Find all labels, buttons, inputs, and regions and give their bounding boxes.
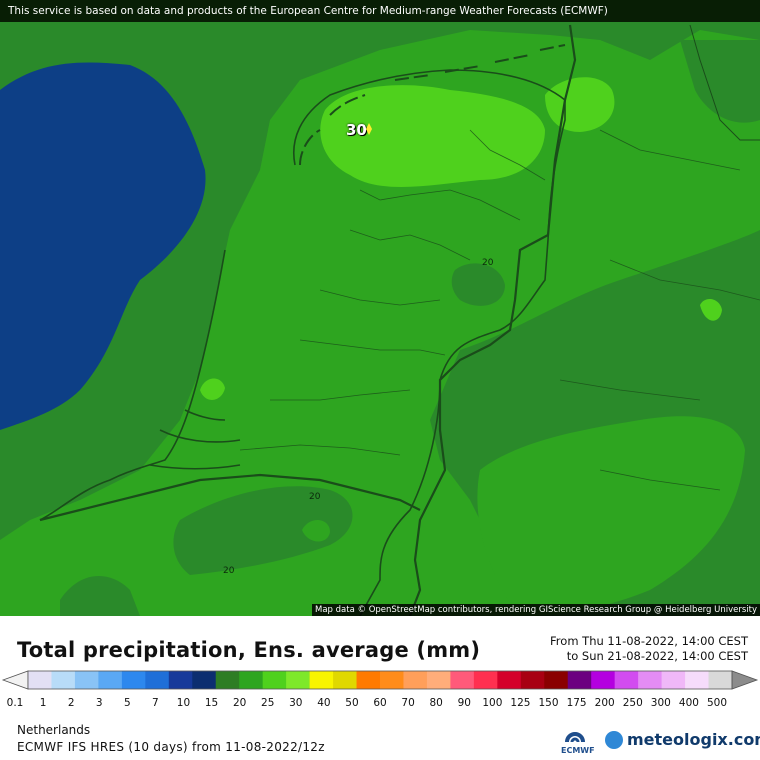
legend-swatch — [333, 671, 358, 689]
legend-tick-label: 30 — [289, 697, 303, 709]
green-spot-south — [302, 520, 330, 542]
legend-tick-label: 500 — [706, 697, 728, 709]
contour-label: 20 — [309, 492, 321, 502]
legend-swatch — [544, 671, 569, 689]
legend-swatch — [591, 671, 616, 689]
legend-swatch — [168, 671, 193, 689]
legend-tick-label: 40 — [317, 697, 331, 709]
zeeland-coast — [149, 409, 241, 470]
legend-tick-label: 175 — [566, 697, 587, 709]
legend-swatch — [192, 671, 217, 689]
model-info: ECMWF IFS HRES (10 days) from 11-08-2022… — [17, 740, 325, 754]
national-border-east — [408, 24, 577, 616]
sea-west-overlay — [0, 62, 206, 430]
light-spot-east — [700, 298, 722, 321]
national-border-south — [39, 473, 421, 522]
legend-tick-label: 7 — [152, 697, 159, 709]
bright-spot-west — [200, 378, 225, 400]
max-value-marker — [366, 123, 372, 135]
valid-to: to Sun 21-08-2022, 14:00 CEST — [566, 649, 748, 663]
legend-swatch — [262, 671, 287, 689]
legend-tick-label: 3 — [95, 697, 103, 709]
legend-swatch — [356, 671, 381, 689]
dark-spot-center — [451, 263, 505, 306]
legend-swatch — [309, 671, 334, 689]
legend-tick-label: 100 — [482, 697, 503, 709]
meteologix-icon — [605, 730, 623, 749]
legend-tick-label: 20 — [232, 697, 247, 709]
valid-period: From Thu 11-08-2022, 14:00 CEST to Sun 2… — [550, 634, 748, 664]
legend-swatch — [51, 671, 76, 689]
legend-tick-label: 125 — [510, 697, 531, 709]
legend-tick-label: 60 — [373, 697, 387, 709]
legend-swatch — [380, 671, 404, 689]
legend-swatch — [567, 671, 592, 689]
legend-swatch — [74, 671, 99, 689]
legend-tick-label: 200 — [594, 697, 615, 709]
contour-label: 20 — [223, 566, 235, 576]
ecmwf-logo-icon[interactable] — [561, 728, 589, 756]
contour-label: 20 — [482, 258, 494, 268]
legend-border — [27, 670, 733, 690]
legend-tick-label: 80 — [429, 697, 443, 709]
legend-swatch — [286, 671, 311, 689]
legend-arrow-left — [1, 670, 29, 690]
legend-tick-label: 5 — [123, 697, 131, 709]
meteologix-text: meteologix.com — [627, 730, 760, 749]
dark-area-southwest — [60, 576, 140, 616]
legend-tick-label: 25 — [261, 697, 275, 709]
legend-swatch — [708, 671, 733, 689]
legend-tick-label: 70 — [401, 697, 415, 709]
legend-tick-label: 300 — [650, 697, 671, 709]
legend-swatch — [145, 671, 170, 689]
legend-tick-label: 1 — [39, 697, 47, 709]
legend-swatch — [215, 671, 240, 689]
map-attribution[interactable]: Map data © OpenStreetMap contributors, r… — [312, 604, 760, 616]
legend-tick-label: 150 — [538, 697, 559, 709]
coast-east — [689, 24, 760, 141]
legend-swatch — [497, 671, 522, 689]
wadden-islands — [299, 44, 566, 166]
region-label: Netherlands — [17, 723, 91, 737]
max-value-label: 30 — [346, 121, 367, 139]
province-borders — [239, 129, 546, 456]
legend-swatch — [473, 671, 498, 689]
dark-area-south — [173, 486, 353, 575]
legend-swatch — [28, 671, 52, 689]
legend-bar — [1, 670, 759, 690]
legend-swatch — [520, 671, 545, 689]
color-legend — [0, 668, 760, 692]
legend-tick-label: 50 — [345, 697, 359, 709]
ecmwf-notice-banner: This service is based on data and produc… — [0, 0, 760, 22]
legend-tick-label: 400 — [678, 697, 699, 709]
precipitation-map: This service is based on data and produc… — [0, 0, 760, 616]
legend-swatch — [685, 671, 710, 689]
valid-from: From Thu 11-08-2022, 14:00 CEST — [550, 634, 748, 648]
legend-tick-label: 10 — [176, 697, 191, 709]
legend-tick-label: 250 — [622, 697, 643, 709]
map-canvas — [0, 0, 760, 616]
legend-swatch — [638, 671, 663, 689]
state-borders — [559, 129, 760, 491]
legend-swatch — [403, 671, 428, 689]
ecmwf-logo-text: ECMWF — [561, 746, 595, 755]
legend-swatch — [98, 671, 123, 689]
legend-tick-label: 15 — [204, 697, 219, 709]
legend-swatch — [426, 671, 451, 689]
meteologix-logo[interactable]: meteologix.com — [605, 730, 760, 749]
legend-swatch — [661, 671, 686, 689]
legend-swatch — [121, 671, 146, 689]
bright-area-north — [320, 85, 545, 187]
legend-swatch — [614, 671, 639, 689]
green-area-southeast — [477, 416, 745, 616]
legend-arrow-right — [731, 670, 759, 690]
legend-tick-label: 90 — [457, 697, 471, 709]
legend-tick-label: 0.1 — [6, 697, 24, 709]
legend-tick-label: 2 — [67, 697, 75, 709]
legend-swatch — [450, 671, 475, 689]
chart-title: Total precipitation, Ens. average (mm) — [17, 638, 481, 662]
legend-swatch — [239, 671, 264, 689]
legend-labels: 0.1 1 2 3 5 7 10 15 20 25 30 40 50 60 70 80 90 100 125 150 1… — [7, 697, 754, 711]
